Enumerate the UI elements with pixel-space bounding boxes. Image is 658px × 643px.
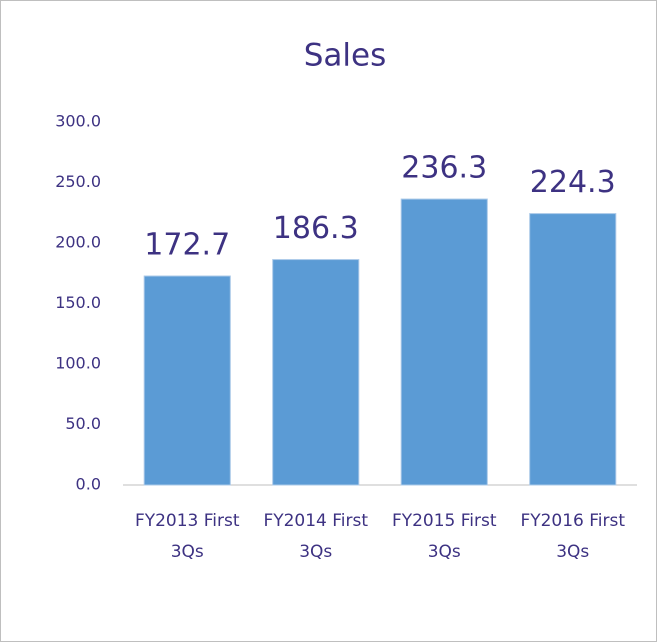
x-tick-label: FY2014 First 3Qs bbox=[263, 511, 369, 562]
bar bbox=[272, 259, 360, 486]
data-label: 172.7 bbox=[144, 228, 230, 263]
y-tick-label: 0.0 bbox=[76, 475, 101, 494]
bar bbox=[400, 198, 488, 486]
bar bbox=[529, 213, 617, 486]
x-tick-label: FY2013 First 3Qs bbox=[134, 511, 240, 562]
chart-title: Sales bbox=[304, 38, 387, 74]
x-tick-label: FY2016 First 3Qs bbox=[520, 511, 626, 562]
y-tick-label: 250.0 bbox=[55, 172, 101, 191]
y-tick-label: 100.0 bbox=[55, 354, 101, 373]
x-tick-label: FY2015 First 3Qs bbox=[391, 511, 497, 562]
y-tick-label: 50.0 bbox=[65, 414, 101, 433]
bar bbox=[143, 275, 231, 486]
y-tick-label: 200.0 bbox=[55, 233, 101, 252]
y-tick-label: 150.0 bbox=[55, 293, 101, 312]
data-label: 186.3 bbox=[273, 211, 359, 246]
y-tick-label: 300.0 bbox=[55, 112, 101, 131]
data-label: 236.3 bbox=[401, 151, 487, 186]
data-label: 224.3 bbox=[530, 165, 616, 200]
